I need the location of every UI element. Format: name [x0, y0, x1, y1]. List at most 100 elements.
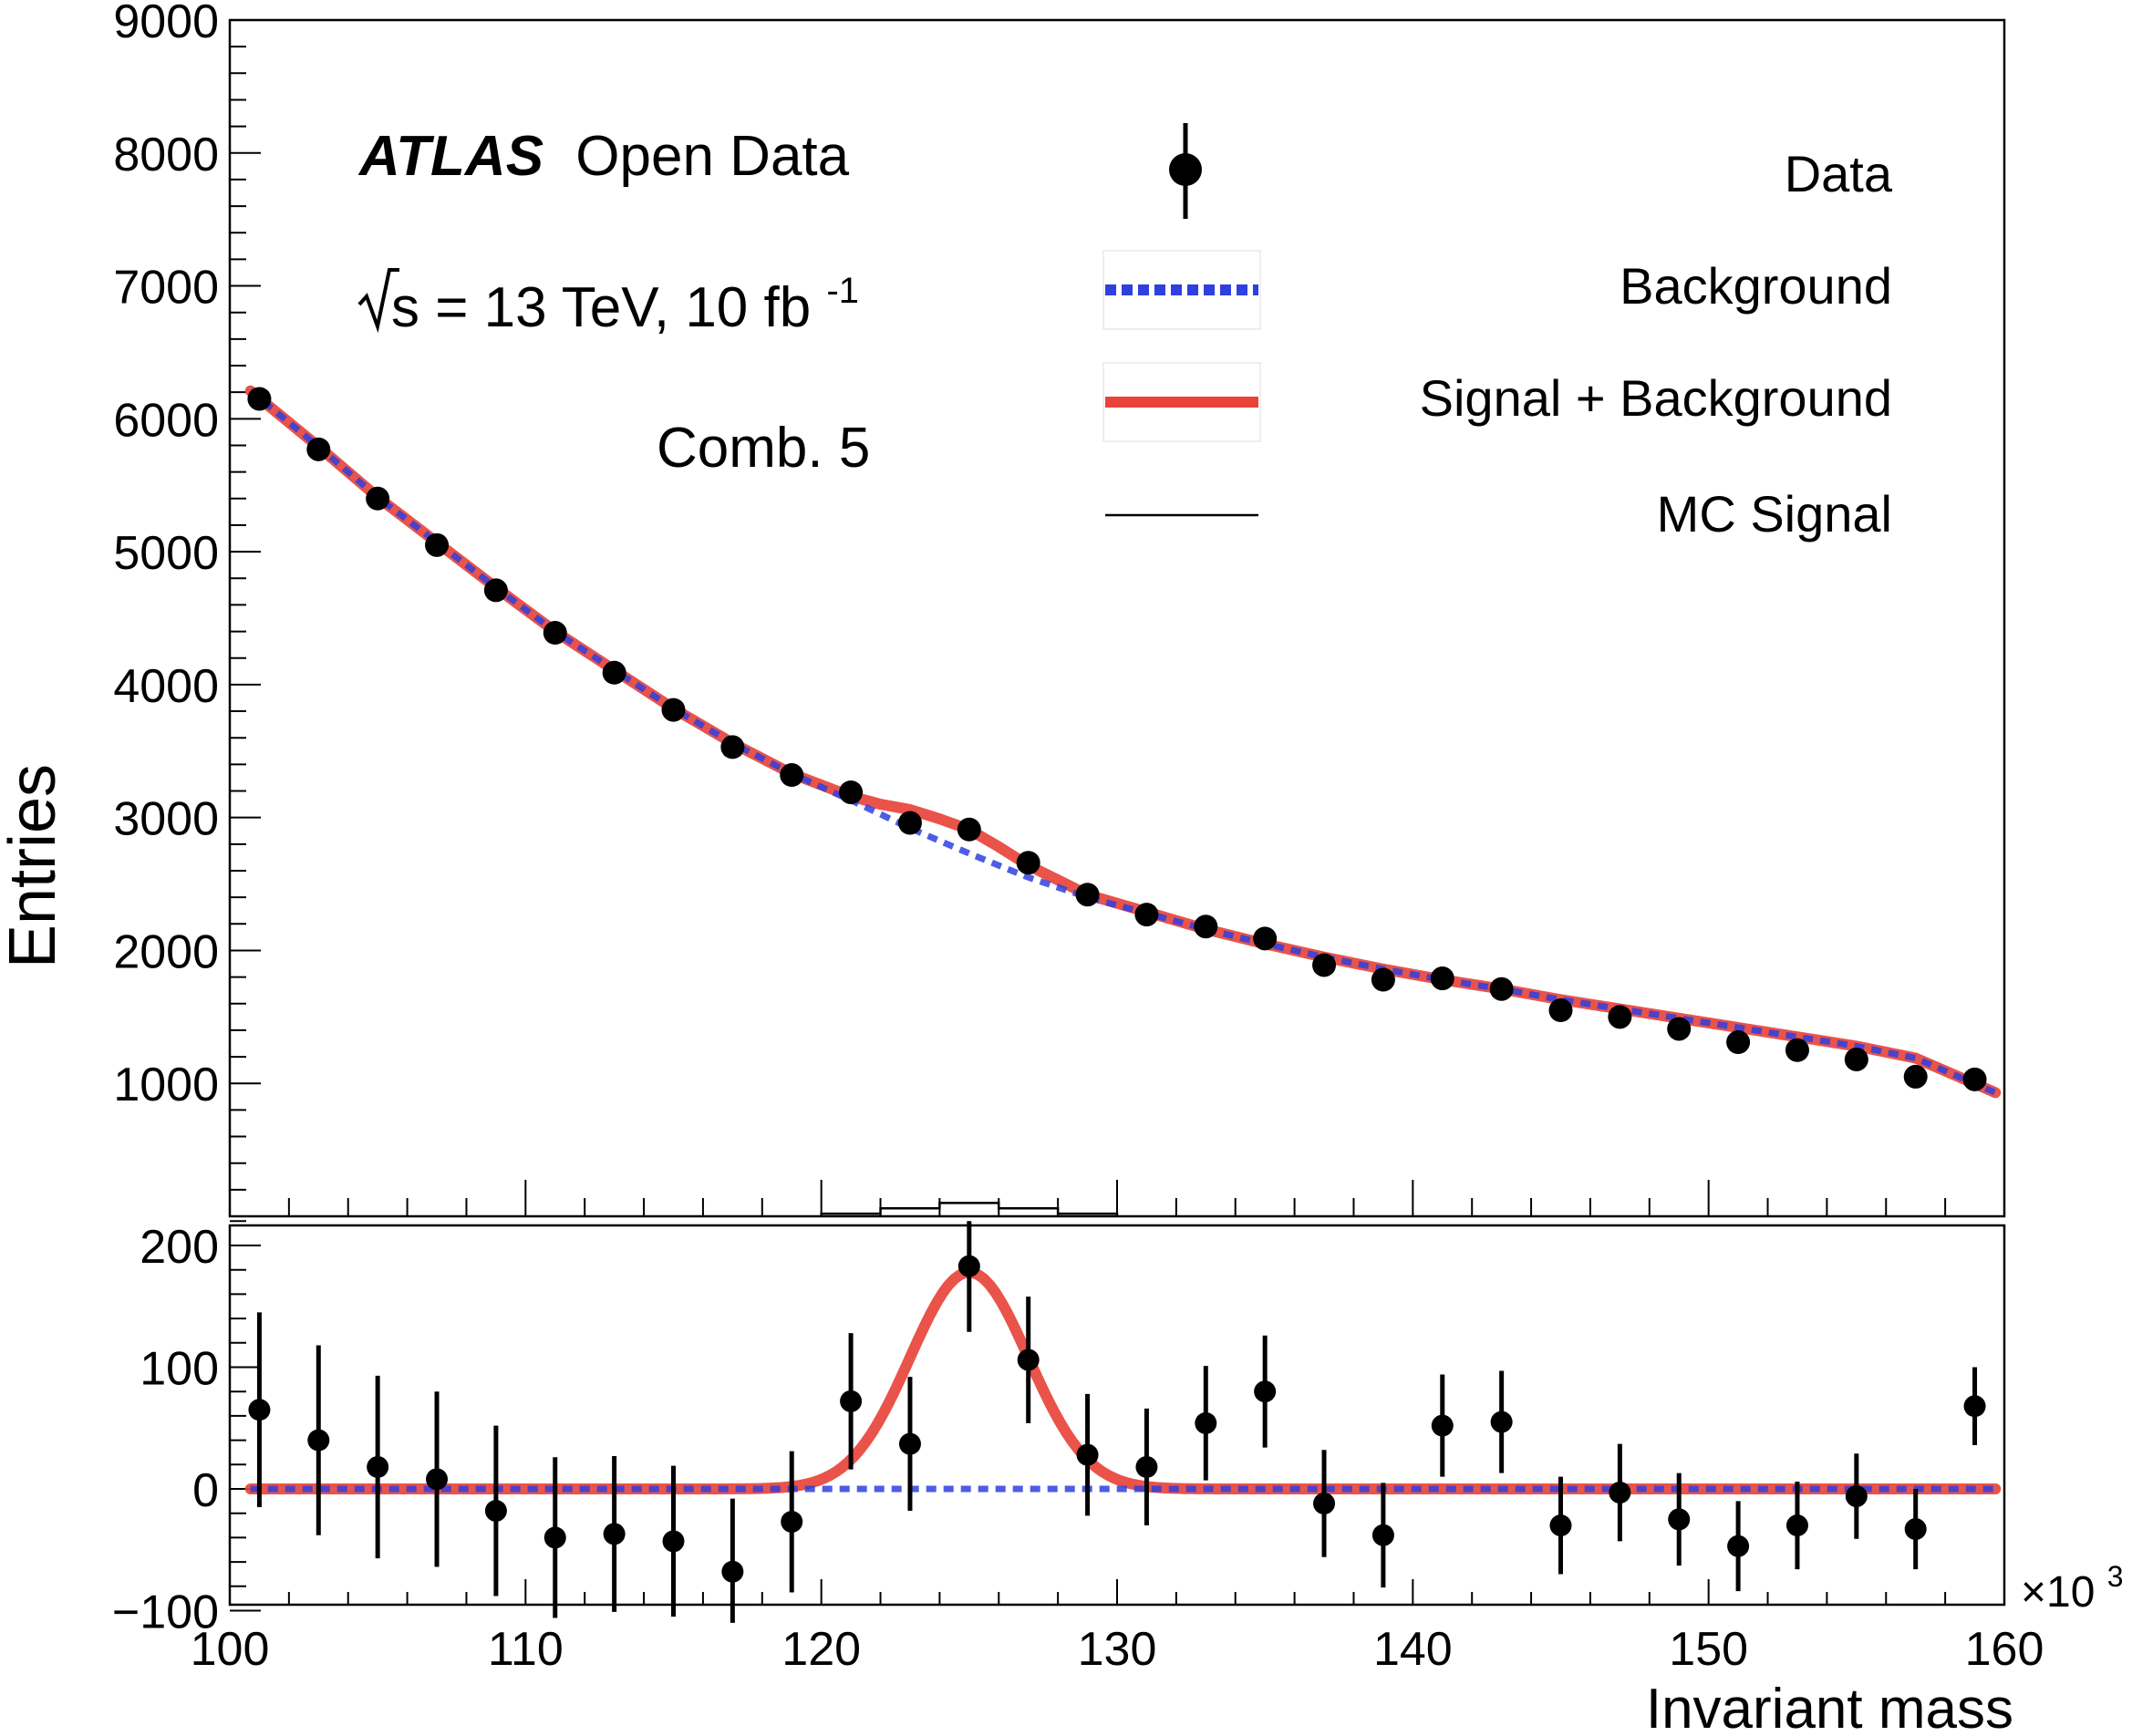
residual-data-point — [484, 1500, 507, 1523]
res-y-tick-label: −100 — [112, 1586, 219, 1639]
experiment-suffix: Open Data — [575, 125, 849, 188]
res-y-tick-label: 200 — [140, 1221, 219, 1274]
data-point — [1371, 967, 1395, 992]
residual-curves — [244, 1266, 2002, 1494]
y-axis-label: Entries — [0, 764, 69, 968]
legend-signal-label: Signal + Background — [1420, 369, 1892, 427]
x-tick-label: 160 — [1965, 1623, 2044, 1676]
residual-data-point — [1371, 1524, 1394, 1546]
atlas-label: ATLAS Open Data — [357, 125, 850, 188]
data-point — [1726, 1030, 1751, 1055]
x-axis-multiplier-exp: 3 — [2107, 1560, 2124, 1593]
x-axis-multiplier-base: ×10 — [2021, 1568, 2095, 1617]
legend-data-marker — [1169, 153, 1202, 186]
data-point — [1962, 1067, 1987, 1091]
legend-background-label: Background — [1620, 257, 1892, 315]
mc-signal-histogram — [820, 1202, 1119, 1216]
residual-data-point — [1017, 1348, 1040, 1371]
residual-data-point — [1254, 1380, 1277, 1403]
residual-signal-curve — [244, 1266, 2002, 1494]
category-label: Comb. 5 — [657, 417, 870, 480]
y-tick-label: 6000 — [113, 394, 219, 447]
residual-data-point — [603, 1523, 626, 1545]
x-tick-label: 130 — [1078, 1623, 1157, 1676]
residual-data-point — [248, 1399, 271, 1421]
svg-text:s = 13 TeV, 10 fb -1: s = 13 TeV, 10 fb -1 — [391, 271, 859, 339]
data-point — [247, 387, 272, 411]
residual-data-point — [307, 1429, 330, 1452]
residual-data-point — [1076, 1443, 1099, 1466]
data-point — [543, 621, 567, 646]
sqrt-icon — [357, 268, 399, 334]
residual-data-point — [1904, 1518, 1927, 1541]
x-tick-label: 140 — [1373, 1623, 1453, 1676]
residual-data-point — [1195, 1411, 1217, 1434]
data-point — [1844, 1047, 1868, 1071]
data-point — [1134, 903, 1159, 927]
y-tick-label: 9000 — [113, 0, 219, 48]
residual-data-point — [781, 1511, 803, 1534]
residual-data-points — [248, 1221, 1986, 1623]
data-point — [897, 811, 922, 835]
residual-data-point — [1431, 1414, 1454, 1437]
main-panel: 1000 2000 3000 4000 5000 6000 7000 8000 9000 Ent… — [0, 0, 2006, 1218]
residual-data-point — [543, 1526, 566, 1549]
legend: Data Background Signal + Background MC S… — [1102, 123, 1893, 542]
residual-data-point — [721, 1560, 744, 1583]
experiment-name: ATLAS — [357, 125, 543, 188]
data-point — [306, 437, 331, 461]
residual-data-point — [840, 1390, 863, 1412]
y-tick-label: 4000 — [113, 660, 219, 713]
x-tick-label: 150 — [1669, 1623, 1748, 1676]
energy-label: s = 13 TeV, 10 fb -1 — [357, 268, 859, 339]
data-point — [839, 780, 864, 804]
data-points — [247, 387, 1987, 1091]
data-point — [1194, 914, 1218, 939]
energy-text: s = 13 TeV, 10 fb — [391, 276, 811, 339]
residual-data-point — [957, 1255, 980, 1277]
data-point — [425, 532, 450, 557]
x-tick-label: 100 — [191, 1623, 270, 1676]
x-axis-multiplier: ×10 3 — [2021, 1560, 2124, 1617]
residual-data-point — [1963, 1395, 1986, 1418]
fit-curves — [244, 385, 2002, 1099]
data-point — [1430, 966, 1454, 991]
data-point — [602, 660, 626, 685]
residual-x-axis: 100 110 120 130 140 150 160 — [191, 1579, 2044, 1676]
main-x-ticks — [229, 1180, 2005, 1216]
residual-data-point — [1549, 1514, 1572, 1537]
res-y-tick-label: 100 — [140, 1343, 219, 1396]
residual-data-point — [898, 1432, 921, 1455]
residual-data-point — [1845, 1485, 1868, 1508]
energy-superscript: -1 — [826, 271, 859, 311]
x-tick-label: 110 — [488, 1623, 564, 1676]
residual-y-axis: 200 100 0 −100 — [112, 1220, 261, 1639]
svg-text:ATLAS Open Data: ATLAS Open Data — [357, 125, 850, 188]
residual-data-point — [1313, 1493, 1336, 1515]
legend-data-label: Data — [1785, 145, 1893, 202]
main-y-axis: 1000 2000 3000 4000 5000 6000 7000 8000 9000 — [113, 0, 261, 1217]
x-tick-label: 120 — [781, 1623, 861, 1676]
data-point — [957, 817, 981, 842]
mc-signal-step — [820, 1202, 1119, 1216]
y-tick-label: 5000 — [113, 527, 219, 580]
data-point — [1548, 998, 1573, 1023]
data-point — [720, 735, 745, 760]
background-curve — [248, 388, 1997, 1096]
residual-data-point — [1609, 1482, 1631, 1504]
y-tick-label: 3000 — [113, 793, 219, 846]
y-tick-label: 2000 — [113, 925, 219, 978]
data-point — [1489, 976, 1514, 1001]
legend-mcsignal-label: MC Signal — [1657, 485, 1892, 542]
residual-data-point — [367, 1455, 389, 1478]
y-tick-label: 1000 — [113, 1059, 219, 1111]
data-point — [1312, 953, 1337, 977]
data-point — [780, 763, 804, 788]
res-y-tick-label: 0 — [192, 1464, 219, 1517]
residual-data-point — [1135, 1455, 1158, 1478]
data-point — [1016, 851, 1040, 875]
residual-data-point — [1490, 1410, 1513, 1433]
data-point — [1075, 883, 1100, 907]
